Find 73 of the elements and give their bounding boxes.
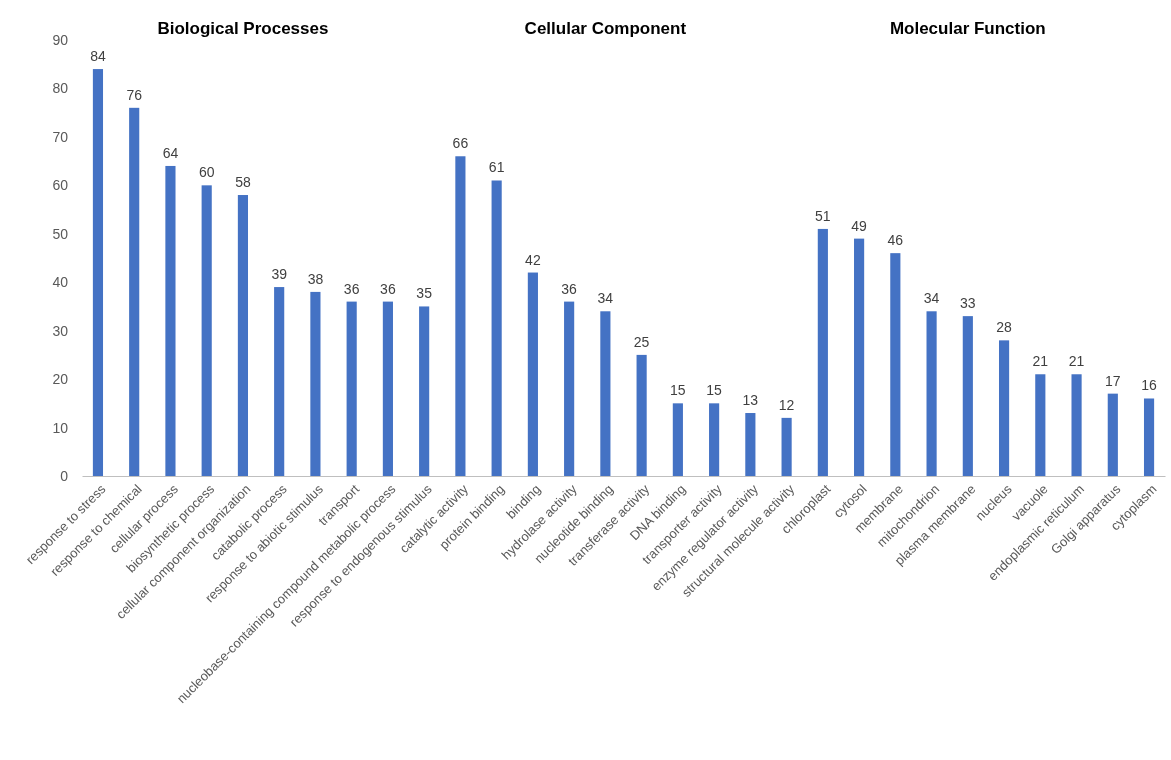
bar (165, 165, 176, 476)
bar (455, 156, 466, 476)
bar (926, 311, 937, 476)
bar (1143, 398, 1155, 476)
data-label: 17 (1105, 372, 1121, 389)
data-label: 66 (452, 135, 469, 152)
data-label: 21 (1032, 353, 1049, 370)
data-label: 60 (198, 164, 215, 181)
data-label: 33 (960, 295, 976, 312)
text: Molecular Function (889, 19, 1046, 38)
data-label: 35 (416, 285, 433, 302)
y-tick-label: 90 (52, 31, 69, 48)
data-label: 76 (126, 86, 143, 103)
data-label: 34 (923, 290, 940, 307)
bar (890, 253, 901, 476)
bar (274, 287, 285, 476)
y-tick-label: 40 (52, 274, 69, 291)
text: Biological Processes (157, 19, 329, 38)
y-tick-label: 30 (52, 322, 69, 339)
data-label: 21 (1068, 353, 1085, 370)
y-tick-label: 50 (52, 225, 69, 242)
bar (419, 306, 430, 476)
data-label: 46 (887, 232, 904, 249)
bar (745, 413, 756, 476)
data-label: 28 (996, 319, 1013, 336)
bar (382, 301, 393, 476)
data-label: 34 (597, 290, 614, 307)
data-label: 58 (235, 174, 251, 191)
data-label: 36 (343, 280, 360, 297)
data-label: 25 (633, 333, 650, 350)
data-label: 61 (488, 159, 505, 176)
data-label: 15 (706, 382, 723, 399)
data-label: 51 (815, 207, 831, 224)
bar (672, 403, 683, 476)
bar (310, 291, 321, 476)
data-label: 36 (561, 280, 578, 297)
data-label: 15 (670, 382, 686, 399)
y-tick-label: 80 (52, 80, 69, 97)
bar (237, 195, 248, 476)
data-label: 49 (851, 217, 868, 234)
bar (854, 238, 865, 476)
bar (1071, 374, 1082, 476)
bar (491, 180, 502, 476)
y-tick-label: 10 (52, 419, 69, 436)
bar (564, 301, 575, 476)
y-tick-label: 0 (60, 467, 69, 484)
bar (1035, 374, 1046, 476)
bar (600, 311, 611, 476)
bar (527, 272, 538, 476)
data-label: 12 (778, 396, 795, 413)
data-label: 42 (525, 251, 541, 268)
bar (962, 316, 973, 476)
bar (201, 185, 212, 476)
bar (636, 354, 647, 476)
data-label: 36 (380, 280, 396, 297)
y-tick-label: 70 (52, 128, 69, 145)
y-tick-label: 20 (52, 371, 69, 388)
bar (1107, 393, 1118, 476)
data-label: 13 (742, 392, 759, 409)
bar (817, 228, 828, 476)
y-tick-label: 60 (52, 177, 69, 194)
data-label: 16 (1141, 377, 1158, 394)
bar (781, 417, 792, 476)
bar (129, 107, 140, 476)
bar (709, 403, 720, 476)
data-label: 39 (271, 266, 288, 283)
data-label: 38 (307, 270, 324, 287)
data-label: 64 (162, 144, 179, 161)
data-label: 84 (90, 48, 106, 65)
text: Cellular Component (524, 19, 687, 38)
bar (999, 340, 1010, 476)
bar (346, 301, 357, 476)
bar (92, 69, 104, 476)
